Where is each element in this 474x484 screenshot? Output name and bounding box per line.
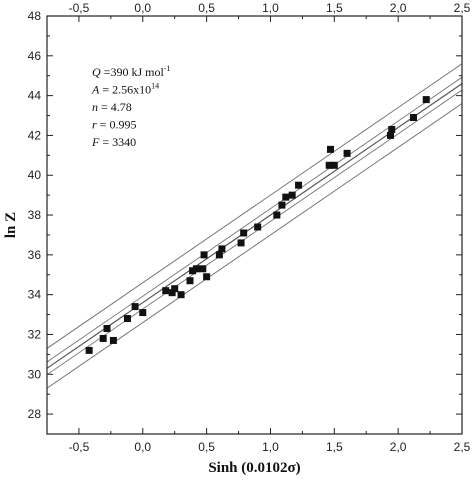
stat-annotation-value: =390 kJ mol [101, 65, 165, 79]
data-point [295, 181, 303, 189]
data-point [240, 229, 248, 237]
data-point [237, 239, 245, 247]
stat-annotation-value: = 0.995 [97, 118, 137, 132]
y-tick-label: 44 [28, 89, 42, 103]
x-tick-label-bottom: 0,5 [198, 440, 215, 454]
x-tick-label-top: 1,0 [262, 1, 279, 15]
data-point [168, 289, 176, 297]
data-point [200, 251, 208, 259]
stat-annotation-value: = 2.56x10 [99, 83, 151, 97]
y-tick-label: 28 [28, 407, 42, 421]
y-tick-label: 46 [28, 49, 42, 63]
x-axis-title: Sinh (0.0102σ) [208, 460, 300, 476]
data-point [388, 125, 396, 133]
x-tick-label-bottom: -0,5 [69, 440, 90, 454]
stat-annotation-label: n [92, 100, 98, 114]
data-point [139, 309, 147, 317]
data-point [171, 285, 179, 293]
prediction-band-upper-line [47, 63, 462, 349]
data-point [103, 325, 111, 332]
y-tick-label: 32 [28, 327, 42, 341]
data-point [386, 131, 394, 139]
x-tick-label-bottom: 1,0 [262, 440, 279, 454]
stat-annotation-label: r [92, 118, 97, 132]
y-tick-label: 48 [28, 9, 42, 23]
data-point [273, 211, 281, 219]
y-tick-label: 38 [28, 208, 42, 222]
data-point [288, 191, 296, 199]
data-point [409, 114, 417, 122]
data-point [278, 201, 286, 209]
stat-annotation-value: = 4.78 [98, 100, 132, 114]
data-point [325, 161, 333, 169]
data-point [218, 245, 226, 253]
stat-annotation-superscript: 14 [151, 82, 159, 91]
x-tick-label-top: 2,5 [454, 1, 471, 15]
data-point [131, 303, 139, 311]
plot-frame [46, 15, 463, 435]
data-point [123, 315, 131, 323]
stat-annotation-label: F [91, 135, 100, 149]
y-tick-label: 42 [28, 128, 42, 142]
x-tick-label-top: -0,5 [69, 1, 90, 15]
data-point [343, 149, 351, 157]
stat-annotation-label: Q [92, 65, 101, 79]
confidence-band-upper-line [47, 76, 462, 363]
data-point [203, 273, 211, 281]
data-point [326, 145, 334, 153]
x-tick-label-bottom: 2,5 [454, 440, 471, 454]
data-point [192, 265, 200, 273]
data-point [177, 291, 185, 299]
data-point [282, 193, 290, 201]
stat-annotation-label: A [91, 83, 100, 97]
stat-annotation-value: = 3340 [99, 135, 136, 149]
stat-annotation-superscript: -1 [164, 64, 171, 73]
x-tick-label-bottom: 2,0 [390, 440, 407, 454]
data-point [189, 267, 197, 275]
y-tick-label: 34 [28, 288, 42, 302]
x-tick-label-bottom: 1,5 [326, 440, 343, 454]
y-tick-label: 40 [28, 168, 42, 182]
data-point [254, 223, 262, 231]
y-tick-label: 36 [28, 248, 42, 262]
stat-annotation: n = 4.78 [92, 100, 132, 114]
data-point [162, 287, 170, 295]
data-point [85, 346, 93, 354]
y-tick-label: 30 [28, 367, 42, 381]
stat-annotation: A = 2.56x1014 [91, 82, 159, 97]
data-point [99, 334, 107, 342]
x-tick-label-top: 2,0 [390, 1, 407, 15]
stat-annotation: r = 0.995 [92, 118, 136, 132]
stat-annotation: F = 3340 [91, 135, 136, 149]
data-point [330, 161, 338, 169]
x-tick-label-top: 0,5 [198, 1, 215, 15]
x-tick-label-top: 0,0 [134, 1, 151, 15]
data-point [109, 336, 117, 344]
data-point [186, 277, 194, 285]
data-point [422, 96, 430, 104]
data-point [199, 265, 207, 273]
x-tick-label-top: 1,5 [326, 1, 343, 15]
x-tick-label-bottom: 0,0 [134, 440, 151, 454]
data-point [215, 251, 223, 259]
stat-annotation: Q =390 kJ mol-1 [92, 64, 170, 79]
y-axis-title: ln Z [3, 212, 19, 238]
